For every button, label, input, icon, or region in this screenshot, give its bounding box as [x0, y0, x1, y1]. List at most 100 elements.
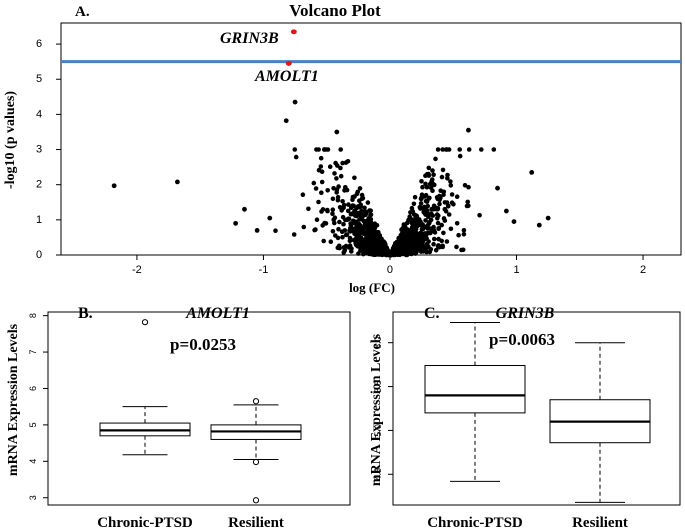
volcano-point [409, 220, 415, 226]
volcano-point [414, 213, 419, 219]
volcano-point [429, 206, 435, 212]
volcano-point [427, 230, 432, 236]
volcano-point [371, 227, 376, 232]
volcano-point [360, 195, 366, 201]
volcano-point [357, 217, 362, 222]
volcano-point [465, 199, 471, 205]
volcano-point [291, 232, 297, 237]
volcano-point [440, 147, 446, 152]
volcano-point [445, 176, 450, 181]
volcano-point [365, 238, 370, 244]
volcano-point [437, 245, 442, 250]
volcano-point [320, 223, 326, 228]
volcano-point [365, 200, 371, 205]
volcano-point [428, 211, 434, 216]
category-label: Resilient [228, 515, 284, 531]
volcano-point [457, 153, 463, 159]
volcano-point [422, 204, 427, 210]
volcano-point [441, 230, 446, 236]
y-tick-label: 6.0 [373, 336, 383, 349]
volcano-point [335, 163, 340, 168]
volcano-point [374, 231, 379, 236]
volcano-point [412, 235, 418, 240]
category-label: Chronic-PTSD [427, 515, 523, 531]
highlighted-genes [285, 29, 297, 66]
volcano-point [425, 226, 431, 231]
volcano-point [354, 213, 359, 219]
volcano-point [431, 241, 436, 247]
volcano-point [342, 248, 347, 254]
volcano-point [346, 245, 352, 250]
y-tick-label: 6 [28, 386, 38, 391]
volcano-point [292, 147, 298, 152]
volcano-point [348, 211, 354, 217]
volcano-point [341, 221, 346, 227]
volcano-point [435, 147, 441, 152]
volcano-point [403, 244, 409, 249]
volcano-point [400, 251, 406, 257]
volcano-point [360, 241, 366, 246]
volcano-point [369, 251, 374, 256]
highlighted-point [285, 61, 292, 66]
volcano-point [433, 247, 439, 253]
gene-label-amolt1: AMOLT1 [254, 68, 319, 85]
volcano-point [441, 192, 446, 197]
volcano-point [327, 164, 333, 169]
volcano-point [430, 168, 435, 173]
volcano-point [426, 221, 432, 226]
volcano-point [419, 236, 424, 242]
volcano-point [420, 184, 425, 190]
volcano-point [436, 236, 441, 242]
volcano-point [355, 189, 361, 195]
volcano-point [330, 211, 335, 217]
volcano-y-tick-label: 3 [36, 143, 42, 155]
volcano-point [427, 249, 433, 255]
volcano-point [408, 242, 414, 247]
volcano-point [412, 194, 418, 200]
volcano-x-tick-label: 0 [387, 264, 393, 276]
volcano-point [328, 239, 334, 244]
volcano-point [425, 208, 430, 214]
outlier-point [252, 398, 260, 405]
volcano-point [368, 219, 374, 225]
volcano-point [352, 208, 357, 214]
volcano-point [175, 179, 180, 185]
panel-b-letter: B. [78, 305, 93, 322]
volcano-point [411, 229, 417, 235]
volcano-point [440, 244, 445, 250]
volcano-point [444, 239, 450, 244]
volcano-point [424, 199, 430, 204]
amolt1-frame [47, 311, 351, 506]
volcano-point [529, 169, 535, 175]
volcano-point [316, 147, 321, 152]
volcano-point [319, 190, 324, 195]
volcano-point [343, 185, 348, 190]
y-tick-label: 5 [28, 422, 38, 427]
grin3b-frame [392, 311, 681, 506]
volcano-point [419, 227, 425, 232]
volcano-point [335, 194, 341, 200]
volcano-point [421, 249, 426, 254]
volcano-point [437, 201, 442, 207]
volcano-point [330, 196, 336, 202]
volcano-y-axis: 0 1 2 3 4 5 6 [36, 38, 61, 261]
panel-c-letter: C. [424, 305, 440, 322]
gene-label-grin3b: GRIN3B [220, 30, 279, 47]
volcano-point [466, 184, 471, 190]
volcano-point [353, 232, 359, 237]
amolt1-boxplot: 3 4 5 6 7 8 Chronic-PTSD Resilient [28, 313, 302, 531]
volcano-point [439, 174, 445, 180]
volcano-point [313, 227, 318, 232]
volcano-point [364, 245, 370, 250]
volcano-point [461, 232, 467, 237]
volcano-point [402, 224, 408, 230]
volcano-point [368, 212, 373, 218]
volcano-point [440, 167, 446, 173]
volcano-point [419, 179, 424, 184]
volcano-point [416, 246, 422, 251]
volcano-point [339, 229, 345, 234]
volcano-x-axis: -2 -1 0 1 2 [132, 255, 646, 276]
y-tick-label: 8 [28, 313, 38, 318]
outlier-point [252, 497, 260, 504]
volcano-point [350, 220, 356, 226]
